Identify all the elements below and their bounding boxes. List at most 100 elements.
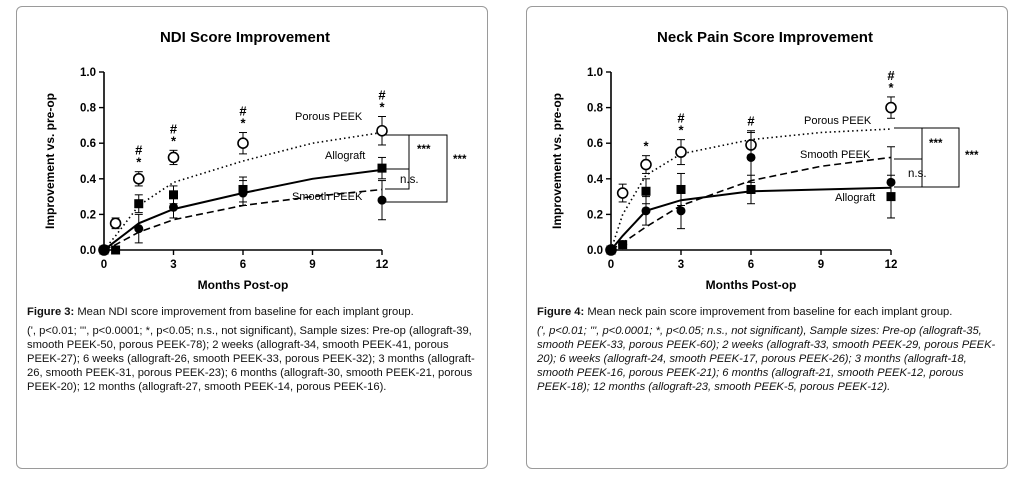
data-point-allograft <box>676 184 686 194</box>
significance-mark: * <box>678 123 684 138</box>
y-tick-label: 0.8 <box>587 103 604 115</box>
x-tick-label: 3 <box>678 259 684 271</box>
x-tick-label: 9 <box>818 259 824 271</box>
data-point-smooth-peek <box>746 152 756 162</box>
x-tick-label: 6 <box>748 259 754 271</box>
data-point-porous-peek <box>109 217 122 230</box>
bracket-label-ns: n.s. <box>400 174 419 186</box>
data-point-allograft <box>111 245 121 255</box>
x-axis-label: Months Post-op <box>706 278 797 292</box>
y-tick-label: 0.6 <box>587 138 603 150</box>
series-label-porous-peek: Porous PEEK <box>804 115 872 127</box>
data-point-porous-peek <box>616 187 629 199</box>
data-point-smooth-peek <box>134 224 144 234</box>
comparison-bracket <box>385 134 448 203</box>
figure-caption-text: Mean neck pain score improvement from ba… <box>584 306 953 318</box>
y-tick-label: 0.4 <box>587 174 604 186</box>
series-label-allograft: Allograft <box>835 192 875 204</box>
data-point-porous-peek <box>675 146 687 158</box>
fit-curve-smooth-peek <box>103 188 383 251</box>
bracket-label-significant: *** <box>417 144 431 156</box>
data-point-allograft <box>618 240 628 250</box>
figure-panel-neck-pain: Neck Pain Score Improvement 0.0 0.2 0.4 0.6 0… <box>526 6 1008 469</box>
data-point-allograft <box>746 184 756 194</box>
comparison-bracket <box>894 127 923 160</box>
figure-caption-text: Mean NDI score improvement from baseline… <box>74 306 414 318</box>
chart-title: NDI Score Improvement <box>160 29 330 46</box>
comparison-bracket <box>385 168 410 190</box>
data-point-smooth-peek <box>676 206 686 216</box>
x-tick-label: 6 <box>240 259 246 271</box>
x-tick-label: 0 <box>608 259 614 271</box>
ndi-chart: NDI Score Improvement 0.0 0.2 0.4 0.6 0.8 1.0 0… <box>43 29 467 292</box>
data-point-allograft <box>606 245 616 255</box>
data-point-allograft <box>886 192 896 202</box>
figure-caption-note: (', p<0.01; ''', p<0.0001; *, p<0.05; n.… <box>537 325 996 393</box>
data-point-smooth-peek <box>169 202 178 212</box>
figure-label: Figure 4: <box>537 306 585 318</box>
y-tick-label: 0.0 <box>587 245 603 257</box>
significance-mark: * <box>171 133 177 148</box>
data-point-porous-peek <box>237 137 249 149</box>
y-tick-label: 0.6 <box>80 138 96 150</box>
chart-title: Neck Pain Score Improvement <box>657 29 873 46</box>
x-tick-label: 12 <box>376 259 389 271</box>
data-point-porous-peek <box>132 173 145 185</box>
fit-curve-porous-peek <box>103 131 383 251</box>
significance-mark: # <box>887 68 895 83</box>
significance-mark: * <box>643 139 649 154</box>
data-point-porous-peek <box>640 158 652 171</box>
data-point-porous-peek <box>376 124 388 137</box>
y-tick-label: 0.2 <box>80 209 96 221</box>
y-tick-label: 0.4 <box>80 174 97 186</box>
bracket-label-significant: *** <box>929 138 943 150</box>
bracket-label-significant: *** <box>965 150 979 162</box>
significance-mark: * <box>379 100 385 115</box>
y-tick-label: 0.0 <box>80 245 96 257</box>
comparison-bracket <box>894 127 960 188</box>
data-point-allograft <box>377 163 387 173</box>
data-point-allograft <box>169 190 178 200</box>
figure-caption-note: (', p<0.01; ''', p<0.0001; *, p<0.05; n.… <box>27 325 475 393</box>
fit-curve-porous-peek <box>610 128 892 251</box>
y-tick-label: 0.2 <box>587 209 603 221</box>
figure-panel-ndi: NDI Score Improvement 0.0 0.2 0.4 0.6 0.8 1.0 0… <box>16 6 488 469</box>
significance-mark: * <box>888 80 894 95</box>
bracket-label-significant: *** <box>453 154 467 166</box>
series-label-porous-peek: Porous PEEK <box>295 111 363 123</box>
significance-mark: * <box>240 116 246 131</box>
data-point-smooth-peek <box>377 195 387 205</box>
significance-mark: # <box>239 104 247 119</box>
data-point-smooth-peek <box>238 188 248 198</box>
x-tick-label: 12 <box>885 259 898 271</box>
significance-mark: # <box>135 143 143 158</box>
y-axis-label: Improvement vs. pre-op <box>550 93 564 229</box>
series-label-smooth-peek: Smooth PEEK <box>800 149 871 161</box>
significance-mark: # <box>378 88 386 103</box>
significance-mark: * <box>136 155 142 170</box>
x-tick-label: 3 <box>170 259 176 271</box>
y-tick-label: 1.0 <box>80 67 96 79</box>
bracket-label-ns: n.s. <box>908 168 927 180</box>
y-tick-label: 0.8 <box>80 103 97 115</box>
figure-caption: Figure 4: Mean neck pain score improveme… <box>537 305 997 399</box>
significance-mark: # <box>677 111 685 126</box>
significance-mark: # <box>747 114 755 129</box>
data-point-porous-peek <box>885 101 897 114</box>
figure-caption: Figure 3: Mean NDI score improvement fro… <box>27 305 477 399</box>
data-point-smooth-peek <box>641 206 651 216</box>
significance-mark: # <box>170 121 178 136</box>
y-tick-label: 1.0 <box>587 67 603 79</box>
series-label-allograft: Allograft <box>325 150 365 162</box>
data-point-smooth-peek <box>99 245 109 255</box>
data-point-allograft <box>134 199 144 209</box>
figure-label: Figure 3: <box>27 306 75 318</box>
x-tick-label: 9 <box>309 259 315 271</box>
data-point-porous-peek <box>167 151 180 164</box>
series-label-smooth-peek: Smooth PEEK <box>292 191 363 203</box>
x-axis-label: Months Post-op <box>198 278 289 292</box>
y-axis-label: Improvement vs. pre-op <box>43 93 57 229</box>
data-point-allograft <box>641 186 651 196</box>
neck-pain-chart: Neck Pain Score Improvement 0.0 0.2 0.4 0.6 0… <box>550 29 979 292</box>
x-tick-label: 0 <box>101 259 107 271</box>
